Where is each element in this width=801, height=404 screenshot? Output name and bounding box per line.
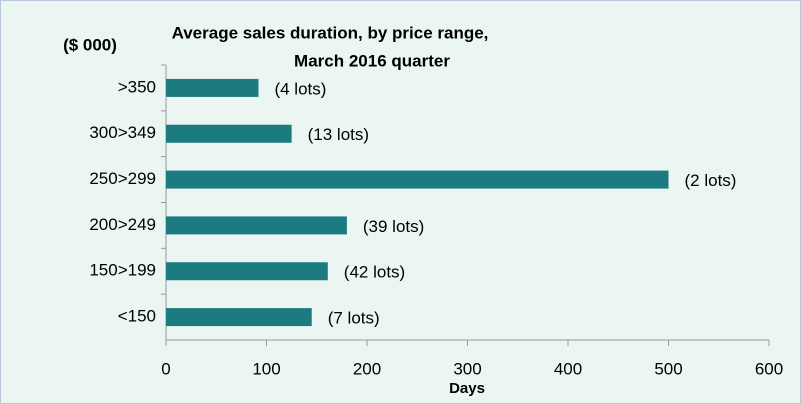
- data-annotation: (2 lots): [685, 171, 737, 190]
- x-tick-label: 0: [161, 359, 170, 378]
- x-axis-label: Days: [449, 380, 485, 397]
- bar: [166, 262, 328, 281]
- y-tick-label: 200>249: [89, 215, 156, 234]
- y-tick-label: 250>299: [89, 169, 156, 188]
- x-tick-label: 400: [554, 359, 582, 378]
- x-tick-label: 200: [353, 359, 381, 378]
- bar: [166, 78, 259, 97]
- data-annotation: (39 lots): [363, 217, 424, 236]
- x-tick-label: 500: [654, 359, 682, 378]
- y-tick-label: <150: [118, 307, 156, 326]
- data-annotation: (13 lots): [308, 125, 369, 144]
- bar: [166, 124, 292, 143]
- y-tick-label: 150>199: [89, 261, 156, 280]
- chart-subtitle: March 2016 quarter: [294, 51, 450, 70]
- x-tick-label: 600: [755, 359, 783, 378]
- y-axis-label: ($ 000): [63, 35, 117, 54]
- data-annotation: (42 lots): [344, 263, 405, 282]
- chart-title: Average sales duration, by price range,: [172, 23, 489, 42]
- bar: [166, 216, 347, 235]
- data-annotation: (7 lots): [328, 309, 380, 328]
- bar: [166, 170, 669, 189]
- x-tick-label: 100: [252, 359, 280, 378]
- x-tick-label: 300: [453, 359, 481, 378]
- data-annotation: (4 lots): [274, 79, 326, 98]
- bar: [166, 308, 312, 327]
- y-tick-label: 300>349: [89, 123, 156, 142]
- y-tick-label: >350: [118, 77, 156, 96]
